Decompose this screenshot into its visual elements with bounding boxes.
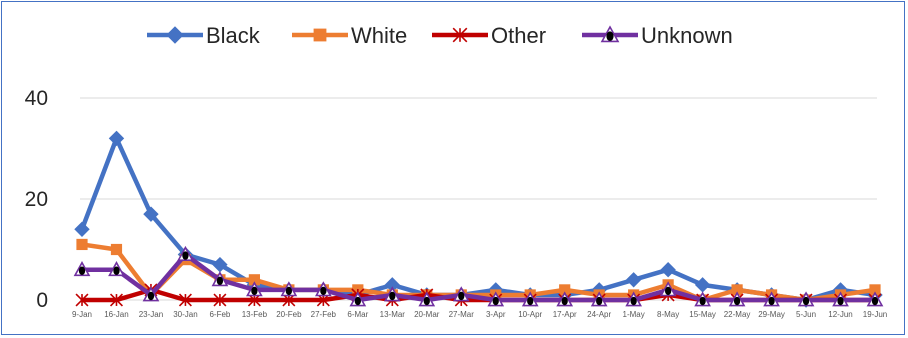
x-tick-label: 19-Jun: [863, 310, 887, 319]
legend-marker: [313, 28, 327, 42]
legend-marker: [600, 25, 620, 43]
data-point-unknown: [832, 291, 849, 307]
x-tick-label: 24-Apr: [587, 310, 611, 319]
data-point-unknown: [314, 281, 332, 297]
data-point-unknown: [246, 281, 263, 297]
data-point-unknown: [280, 281, 298, 297]
legend-marker: [166, 26, 184, 44]
data-point-unknown: [211, 271, 229, 287]
legend-marker: [452, 27, 468, 43]
x-tick-label: 12-Jun: [828, 310, 852, 319]
x-tick-label: 13-Feb: [242, 310, 268, 319]
legend-item-black: Black: [147, 23, 261, 48]
series-black: [74, 130, 883, 308]
x-tick-label: 23-Jan: [139, 310, 163, 319]
x-tick-label: 3-Apr: [486, 310, 506, 319]
y-tick-label: 40: [25, 87, 48, 110]
y-tick-label: 0: [36, 289, 48, 312]
x-tick-label: 29-May: [758, 310, 785, 319]
data-point-black: [660, 261, 676, 278]
x-tick-label: 20-Feb: [276, 310, 302, 319]
data-point-unknown: [418, 291, 436, 307]
series-line-black: [79, 136, 876, 303]
data-point-unknown: [659, 281, 677, 297]
data-point-unknown: [866, 291, 884, 307]
legend-label: White: [351, 23, 407, 48]
data-point-white: [76, 238, 88, 251]
x-tick-label: 17-Apr: [553, 310, 577, 319]
data-point-unknown: [625, 291, 643, 307]
x-tick-label: 6-Feb: [209, 310, 230, 319]
data-point-unknown: [556, 291, 574, 307]
x-tick-label: 15-May: [689, 310, 716, 319]
legend-item-white: White: [292, 23, 407, 48]
series-lines: [73, 130, 884, 308]
legend-label: Other: [491, 23, 546, 48]
data-point-unknown: [108, 261, 125, 277]
x-tick-label: 20-Mar: [414, 310, 440, 319]
y-tick-label: 20: [25, 188, 48, 211]
data-point-black: [143, 206, 159, 222]
data-point-white: [559, 284, 571, 296]
data-point-unknown: [763, 291, 780, 307]
legend-label: Black: [206, 23, 261, 48]
data-point-unknown: [694, 291, 711, 307]
x-tick-label: 10-Apr: [518, 310, 542, 319]
legend-item-other: Other: [432, 23, 546, 48]
x-axis-ticks: 9-Jan 16-Jan 23-Jan 30-Jan 6-Feb 13-Feb 20-Feb…: [72, 310, 887, 319]
series-unknown: [73, 245, 884, 307]
x-tick-label: 9-Jan: [72, 310, 92, 319]
data-point-unknown: [728, 291, 746, 307]
x-tick-label: 22-May: [724, 310, 751, 319]
data-point-other: [109, 293, 123, 307]
data-point-black: [625, 272, 642, 288]
x-tick-label: 6-Mar: [347, 310, 368, 319]
data-point-unknown: [487, 291, 505, 307]
data-point-black: [74, 221, 90, 238]
series-line-unknown: [82, 252, 875, 303]
data-point-white: [731, 284, 743, 296]
legend-item-unknown: Unknown: [582, 23, 733, 48]
data-point-white: [869, 284, 881, 296]
x-tick-label: 16-Jan: [104, 310, 128, 319]
y-axis-ticks: 0 20 40: [25, 87, 48, 312]
x-tick-label: 27-Feb: [311, 310, 337, 319]
data-point-black: [108, 130, 125, 147]
data-point-unknown: [142, 286, 160, 302]
data-point-unknown: [383, 286, 401, 302]
x-tick-label: 27-Mar: [449, 310, 475, 319]
data-point-unknown: [521, 291, 539, 307]
x-tick-label: 5-Jun: [796, 310, 816, 319]
x-tick-label: 13-Mar: [380, 310, 406, 319]
data-point-unknown: [452, 286, 470, 302]
data-point-white: [110, 243, 123, 256]
data-point-unknown: [73, 261, 91, 277]
data-point-other: [75, 293, 89, 307]
x-tick-label: 8-May: [657, 310, 679, 319]
x-tick-label: 30-Jan: [173, 310, 197, 319]
data-point-white: [248, 274, 260, 286]
data-point-other: [178, 293, 192, 307]
data-point-unknown: [797, 291, 815, 307]
data-point-unknown: [590, 291, 608, 307]
legend: Black White Other Unknown: [147, 23, 733, 48]
data-point-unknown: [177, 245, 194, 261]
data-point-unknown: [349, 291, 367, 307]
legend-label: Unknown: [641, 23, 733, 48]
data-point-black: [694, 277, 711, 293]
data-point-other: [213, 293, 227, 307]
x-tick-label: 1-May: [623, 310, 645, 319]
